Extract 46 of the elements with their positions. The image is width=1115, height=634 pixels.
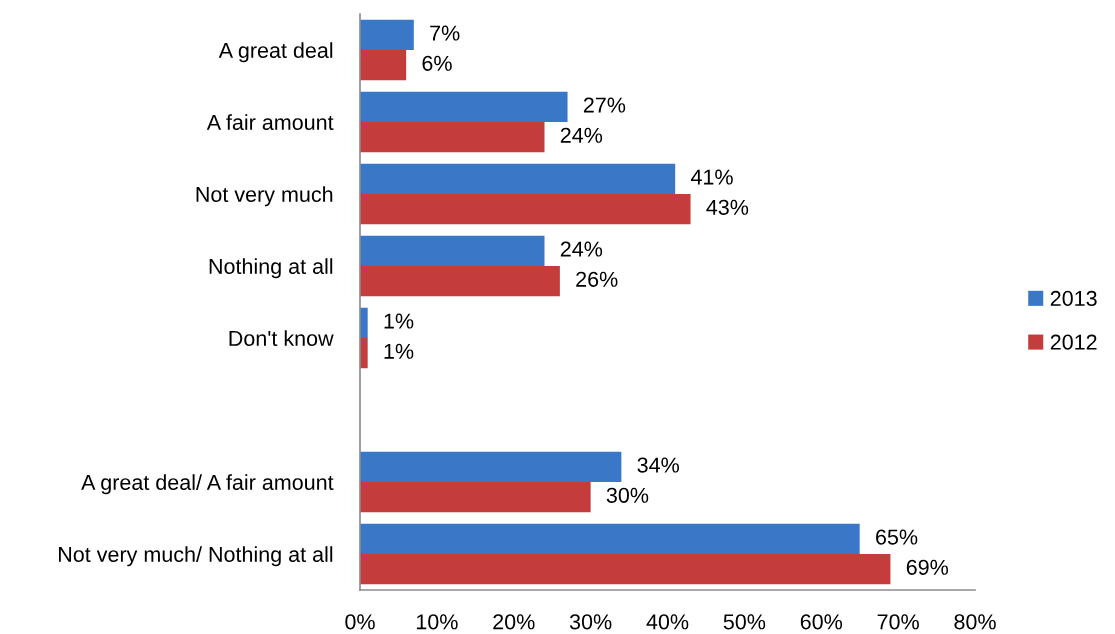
y-tick-label: Nothing at all — [209, 258, 333, 279]
data-label: 30% — [606, 487, 649, 503]
x-tick-label: 0% — [345, 614, 375, 630]
data-label: 1% — [384, 343, 414, 359]
data-label: 27% — [583, 97, 626, 113]
bar — [360, 266, 560, 297]
bar — [360, 482, 591, 513]
data-label: 6% — [422, 55, 452, 71]
bar — [360, 338, 368, 369]
y-tick-label: A fair amount — [206, 114, 334, 131]
data-label: 34% — [637, 457, 679, 473]
bar — [360, 91, 568, 122]
data-label: 26% — [576, 271, 618, 287]
data-label: 69% — [906, 559, 949, 575]
bar — [360, 523, 860, 554]
x-tick-label: 70% — [877, 614, 919, 630]
y-tick-label: Not very much/ Nothing at all — [59, 546, 333, 567]
bar — [360, 194, 691, 225]
data-label: 65% — [876, 529, 918, 545]
bar — [360, 122, 545, 153]
y-tick-label: A great deal/ A fair amount — [81, 474, 334, 495]
x-tick-label: 40% — [646, 614, 689, 630]
x-tick-label: 60% — [800, 614, 843, 630]
data-label: 43% — [706, 199, 749, 215]
x-tick-label: 50% — [723, 614, 766, 630]
y-tick-label: Don't know — [229, 330, 334, 347]
bar — [360, 451, 622, 482]
x-tick-label: 30% — [569, 614, 612, 630]
data-label: 24% — [560, 127, 603, 143]
x-tick-label: 20% — [493, 614, 535, 630]
legend-label: 2012 — [1050, 334, 1097, 350]
bar — [360, 554, 891, 585]
bar — [360, 50, 407, 81]
x-tick-label: 80% — [954, 614, 996, 630]
y-tick-label: A great deal — [218, 42, 333, 63]
data-label: 1% — [384, 313, 414, 329]
bar — [360, 235, 545, 266]
bar — [360, 19, 414, 50]
data-label: 24% — [560, 241, 603, 257]
bar — [360, 307, 368, 338]
y-tick-label: Not very much — [196, 186, 333, 207]
x-tick-label: 10% — [416, 614, 458, 630]
data-label: 41% — [690, 169, 733, 185]
bar — [360, 163, 676, 194]
legend-label: 2013 — [1050, 290, 1097, 307]
data-label: 7% — [430, 25, 460, 41]
